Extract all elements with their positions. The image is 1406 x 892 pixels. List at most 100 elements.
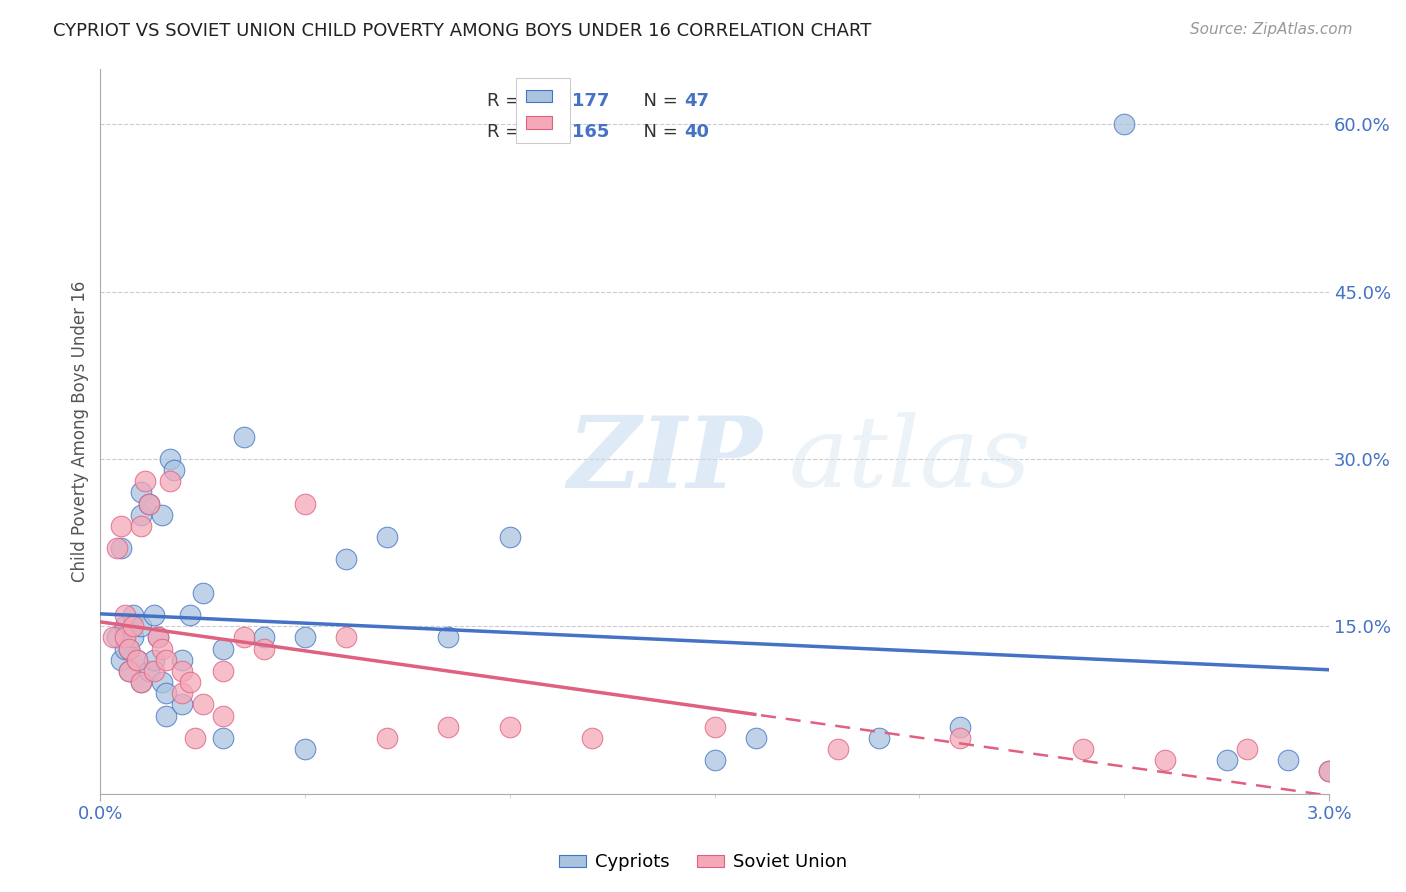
Point — [1154, 753, 1177, 767]
Point — [253, 641, 276, 656]
Point — [131, 519, 153, 533]
Text: -0.177: -0.177 — [546, 92, 610, 110]
Point — [1236, 742, 1258, 756]
Point — [212, 641, 235, 656]
Text: -0.165: -0.165 — [546, 122, 610, 141]
Point — [110, 653, 132, 667]
Point — [131, 485, 153, 500]
Point — [294, 497, 316, 511]
Point — [101, 631, 124, 645]
Point — [159, 452, 181, 467]
Point — [114, 631, 136, 645]
Text: CYPRIOT VS SOVIET UNION CHILD POVERTY AMONG BOYS UNDER 16 CORRELATION CHART: CYPRIOT VS SOVIET UNION CHILD POVERTY AM… — [53, 22, 872, 40]
Point — [703, 753, 725, 767]
Text: R =: R = — [488, 122, 526, 141]
Y-axis label: Child Poverty Among Boys Under 16: Child Poverty Among Boys Under 16 — [72, 280, 89, 582]
Point — [131, 675, 153, 690]
Point — [212, 731, 235, 745]
Point — [114, 608, 136, 623]
Point — [155, 653, 177, 667]
Point — [138, 664, 160, 678]
Text: R =: R = — [488, 92, 526, 110]
Point — [118, 664, 141, 678]
Point — [155, 708, 177, 723]
Point — [294, 631, 316, 645]
Point — [499, 720, 522, 734]
Point — [1317, 764, 1340, 779]
Point — [142, 664, 165, 678]
Point — [294, 742, 316, 756]
Point — [150, 675, 173, 690]
Point — [179, 608, 201, 623]
Text: ZIP: ZIP — [567, 412, 762, 508]
Point — [232, 631, 254, 645]
Point — [146, 631, 169, 645]
Point — [150, 641, 173, 656]
Legend: , : , — [516, 78, 569, 144]
Point — [212, 708, 235, 723]
Point — [172, 698, 194, 712]
Text: N =: N = — [633, 122, 683, 141]
Point — [131, 619, 153, 633]
Point — [122, 631, 145, 645]
Point — [150, 508, 173, 522]
Point — [1215, 753, 1237, 767]
Point — [172, 664, 194, 678]
Point — [1277, 753, 1299, 767]
Point — [138, 497, 160, 511]
Point — [1114, 117, 1136, 131]
Point — [146, 631, 169, 645]
Point — [437, 720, 460, 734]
Point — [110, 519, 132, 533]
Point — [191, 586, 214, 600]
Point — [581, 731, 603, 745]
Point — [172, 653, 194, 667]
Point — [949, 731, 972, 745]
Point — [142, 653, 165, 667]
Point — [232, 430, 254, 444]
Point — [138, 497, 160, 511]
Text: 47: 47 — [683, 92, 709, 110]
Point — [827, 742, 849, 756]
Point — [744, 731, 766, 745]
Point — [163, 463, 186, 477]
Point — [122, 619, 145, 633]
Text: atlas: atlas — [789, 412, 1031, 508]
Point — [179, 675, 201, 690]
Point — [1317, 764, 1340, 779]
Point — [110, 541, 132, 556]
Point — [114, 641, 136, 656]
Point — [118, 664, 141, 678]
Point — [1071, 742, 1094, 756]
Point — [335, 552, 357, 566]
Point — [949, 720, 972, 734]
Point — [131, 675, 153, 690]
Point — [183, 731, 205, 745]
Point — [499, 530, 522, 544]
Point — [105, 541, 128, 556]
Point — [105, 631, 128, 645]
Point — [127, 653, 149, 667]
Point — [375, 530, 398, 544]
Point — [375, 731, 398, 745]
Point — [131, 508, 153, 522]
Text: 40: 40 — [683, 122, 709, 141]
Text: Source: ZipAtlas.com: Source: ZipAtlas.com — [1189, 22, 1353, 37]
Point — [191, 698, 214, 712]
Point — [127, 653, 149, 667]
Point — [868, 731, 890, 745]
Point — [172, 686, 194, 700]
Point — [118, 641, 141, 656]
Point — [134, 475, 156, 489]
Point — [253, 631, 276, 645]
Point — [159, 475, 181, 489]
Point — [155, 686, 177, 700]
Point — [114, 619, 136, 633]
Point — [118, 641, 141, 656]
Point — [335, 631, 357, 645]
Text: N =: N = — [633, 92, 683, 110]
Point — [212, 664, 235, 678]
Legend: Cypriots, Soviet Union: Cypriots, Soviet Union — [551, 847, 855, 879]
Point — [437, 631, 460, 645]
Point — [703, 720, 725, 734]
